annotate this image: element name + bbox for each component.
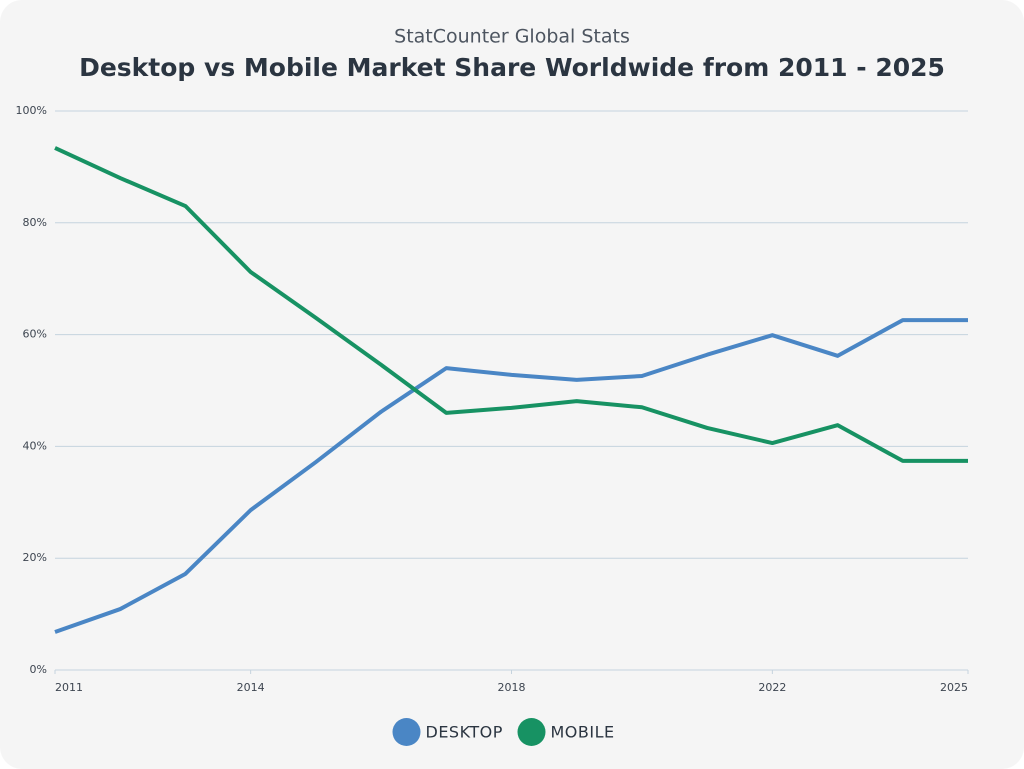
x-tick-label: 2025 bbox=[940, 681, 968, 694]
y-tick-label: 20% bbox=[23, 551, 47, 564]
y-tick-label: 60% bbox=[23, 328, 47, 341]
legend-marker bbox=[392, 718, 421, 746]
series-line bbox=[54, 146, 968, 463]
chart-title: Desktop vs Mobile Market Share Worldwide… bbox=[79, 53, 945, 82]
series-line bbox=[54, 318, 968, 634]
x-tick-label: 2014 bbox=[237, 681, 265, 694]
x-tick-label: 2018 bbox=[498, 681, 526, 694]
legend-label: DESKTOP bbox=[426, 723, 503, 742]
chart-subtitle: StatCounter Global Stats bbox=[394, 26, 630, 48]
y-tick-label: 100% bbox=[16, 104, 47, 117]
y-tick-label: 80% bbox=[23, 216, 47, 229]
x-tick-label: 2011 bbox=[55, 681, 83, 694]
x-tick-label: 2022 bbox=[758, 681, 786, 694]
legend-marker bbox=[517, 718, 546, 746]
legend-label: MOBILE bbox=[551, 723, 615, 742]
y-tick-label: 40% bbox=[23, 439, 47, 452]
y-tick-label: 0% bbox=[30, 663, 47, 676]
